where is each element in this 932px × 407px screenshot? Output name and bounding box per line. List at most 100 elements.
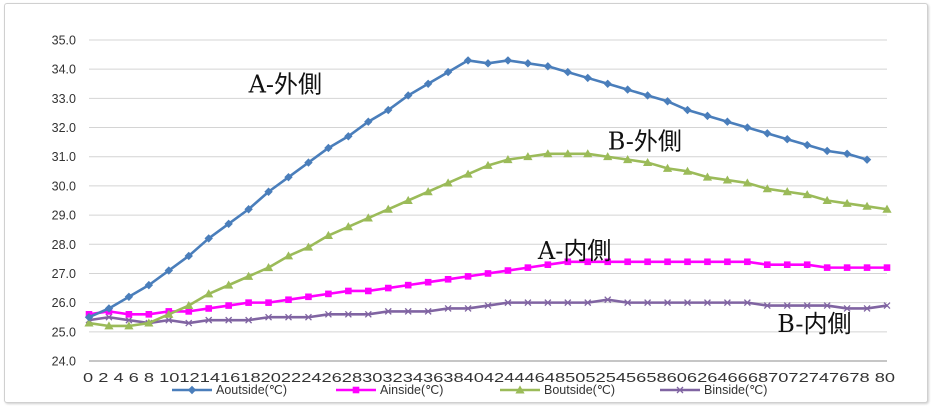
data-point (723, 117, 732, 126)
data-point (604, 296, 612, 304)
data-point (344, 310, 352, 318)
data-point (584, 299, 592, 307)
data-point (444, 275, 452, 283)
data-point (444, 305, 452, 312)
gridlines (89, 39, 887, 362)
data-point (364, 117, 373, 126)
data-point (124, 321, 134, 330)
data-point (862, 155, 872, 164)
data-point (184, 251, 193, 261)
data-point (703, 111, 712, 121)
data-point (843, 264, 851, 271)
data-point (305, 293, 312, 301)
data-point (424, 278, 432, 286)
data-point (564, 258, 572, 266)
y-tick-label: 24.0 (52, 355, 76, 369)
data-point (205, 316, 213, 324)
data-point (463, 56, 473, 65)
data-point (244, 271, 254, 280)
data-point (443, 67, 453, 77)
legend-marker (352, 386, 360, 394)
data-point (324, 310, 332, 318)
data-point (204, 289, 214, 298)
data-point (324, 143, 333, 153)
series-0 (84, 56, 872, 322)
data-point (184, 300, 194, 310)
data-point (683, 105, 692, 115)
data-point (204, 234, 213, 243)
data-point (823, 302, 831, 310)
data-point (783, 135, 792, 144)
data-point (743, 123, 752, 132)
data-point (644, 299, 652, 307)
data-point (742, 178, 752, 187)
y-tick-label: 32.0 (52, 121, 76, 135)
data-point (783, 302, 791, 310)
data-point (104, 321, 114, 330)
x-axis-tick-labels: 0 2 4 6 8 101214161820222426283032343638… (83, 371, 895, 385)
data-point (703, 299, 711, 307)
data-point (284, 172, 293, 182)
data-point (503, 56, 513, 65)
data-point (863, 305, 871, 312)
data-point (744, 258, 751, 266)
data-point (264, 187, 273, 196)
y-axis-ticks: 24.0 25.0 26.0 27.0 28.0 29.0 30.0 31.0 32.0 33.0… (52, 34, 76, 369)
data-point (304, 158, 313, 167)
data-point (304, 313, 312, 321)
data-point (144, 280, 154, 290)
data-point (684, 258, 691, 266)
data-point (883, 264, 891, 271)
data-point (363, 213, 373, 222)
data-point (404, 281, 412, 289)
data-point (763, 302, 771, 310)
data-point (443, 178, 453, 187)
data-point (782, 187, 792, 196)
annotation-label: B-外側 (608, 127, 682, 155)
y-tick-label: 31.0 (52, 150, 76, 164)
data-point (185, 308, 193, 315)
data-point (144, 318, 154, 327)
legend-marker (187, 385, 197, 395)
data-point (464, 305, 472, 312)
data-point (185, 319, 193, 327)
data-point (484, 270, 492, 277)
data-point (303, 242, 314, 251)
data-point (604, 258, 611, 266)
data-point (245, 316, 253, 324)
data-point (125, 311, 133, 318)
data-point (384, 284, 392, 292)
data-point (423, 79, 433, 88)
data-point (623, 85, 632, 94)
data-point (564, 299, 572, 307)
data-point (124, 292, 134, 301)
data-point (583, 149, 593, 158)
data-point (424, 307, 432, 315)
data-point (224, 219, 233, 229)
legend-label: Ainside(℃) (380, 383, 443, 397)
data-point (383, 204, 393, 213)
y-tick-label: 34.0 (52, 63, 76, 77)
data-point (484, 302, 492, 310)
data-point (664, 258, 671, 266)
series-group (84, 56, 892, 330)
data-point (603, 79, 612, 88)
data-point (164, 266, 173, 275)
data-point (662, 163, 673, 172)
data-point (842, 198, 852, 207)
data-point (883, 302, 891, 310)
data-point (244, 205, 253, 214)
data-point (702, 172, 713, 181)
legend-label: Boutside(℃) (544, 383, 615, 397)
data-point (325, 290, 332, 298)
data-point (384, 105, 393, 115)
y-tick-label: 35.0 (52, 34, 76, 48)
y-tick-label: 25.0 (52, 325, 76, 339)
data-point (483, 59, 493, 68)
data-point (523, 152, 533, 161)
y-tick-label: 29.0 (52, 209, 76, 223)
data-point (423, 187, 433, 196)
annotations: A-外側 B-外側 A-内側 B-内側 (248, 71, 852, 338)
data-point (283, 251, 294, 260)
